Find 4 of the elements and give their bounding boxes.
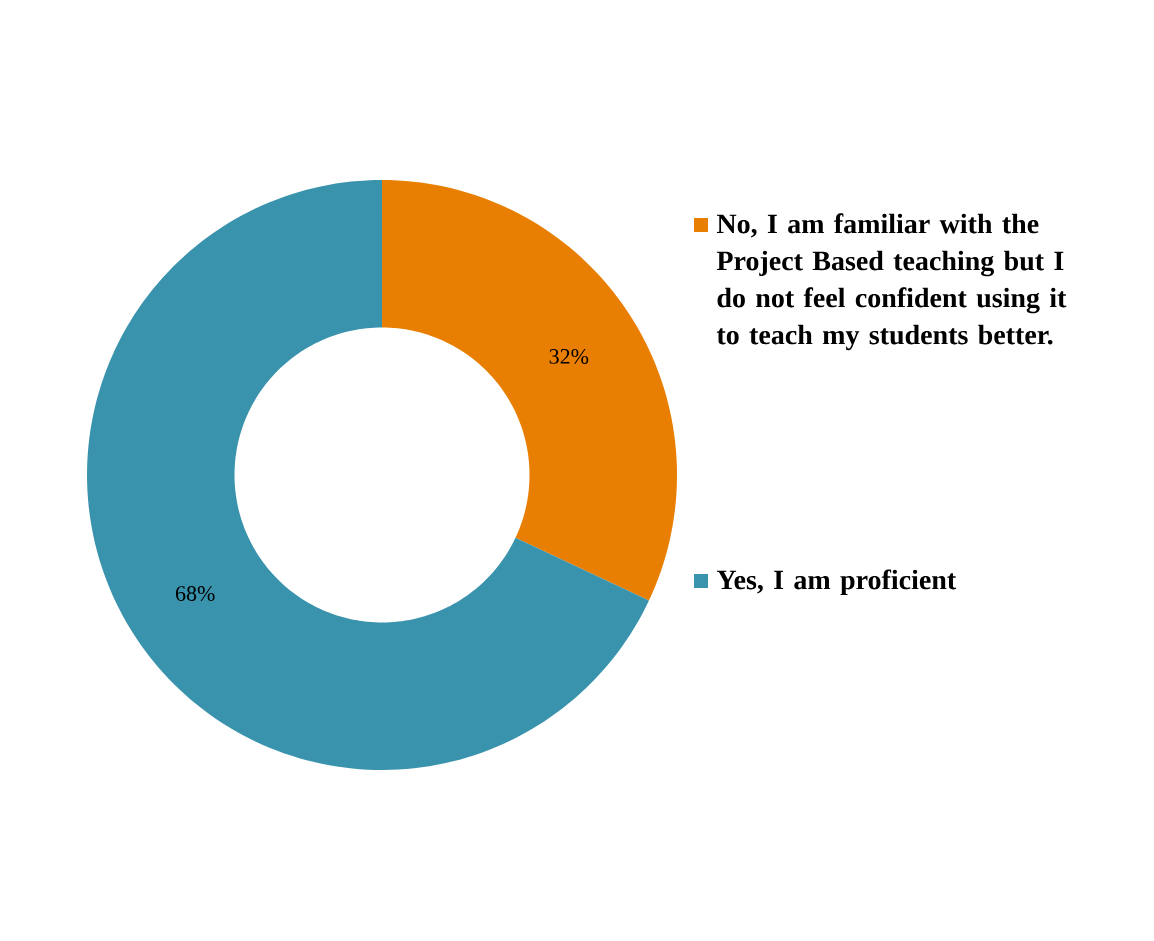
legend-label: Yes, I am proficient [716,569,957,596]
data-label: 68% [175,586,215,601]
legend-label: No, I am familiar with the Project Based teaching but I do not feel confident using it to teach my students better. [716,213,1067,351]
data-label: 32% [549,348,589,364]
